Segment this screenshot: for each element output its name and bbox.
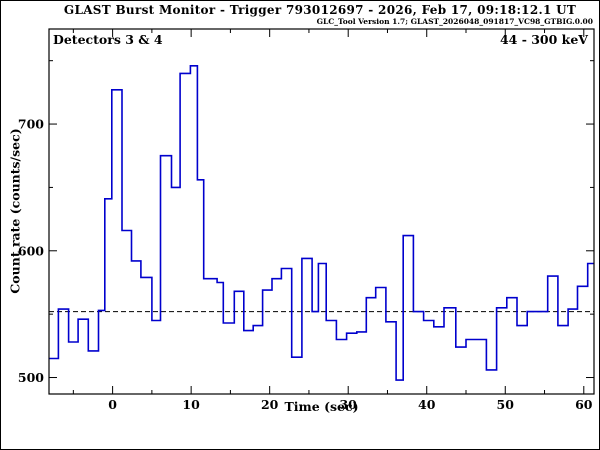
- plot-frame: [48, 28, 595, 395]
- x-tick-label: 30: [339, 397, 357, 412]
- y-tick-label: 700: [18, 117, 44, 132]
- plot-subtitle: GLC_Tool Version 1.7; GLAST_2026048_0918…: [316, 17, 593, 26]
- y-axis-label: Count rate (counts/sec): [7, 128, 23, 294]
- x-tick-label: 40: [418, 397, 436, 412]
- x-tick-label: 20: [261, 397, 279, 412]
- count-rate-step-curve: [49, 65, 594, 381]
- x-tick-label: 60: [575, 397, 593, 412]
- y-tick-label: 600: [18, 243, 44, 258]
- plot-title: GLAST Burst Monitor - Trigger 793012697 …: [63, 3, 577, 17]
- x-tick-label: 50: [497, 397, 515, 412]
- x-axis-label: Time (sec): [284, 399, 359, 414]
- x-tick-label: 10: [182, 397, 200, 412]
- detectors-label: Detectors 3 & 4: [53, 32, 163, 47]
- energy-range-label: 44 - 300 keV: [499, 32, 588, 47]
- y-tick-label: 500: [18, 370, 44, 385]
- x-tick-label: 0: [108, 397, 117, 412]
